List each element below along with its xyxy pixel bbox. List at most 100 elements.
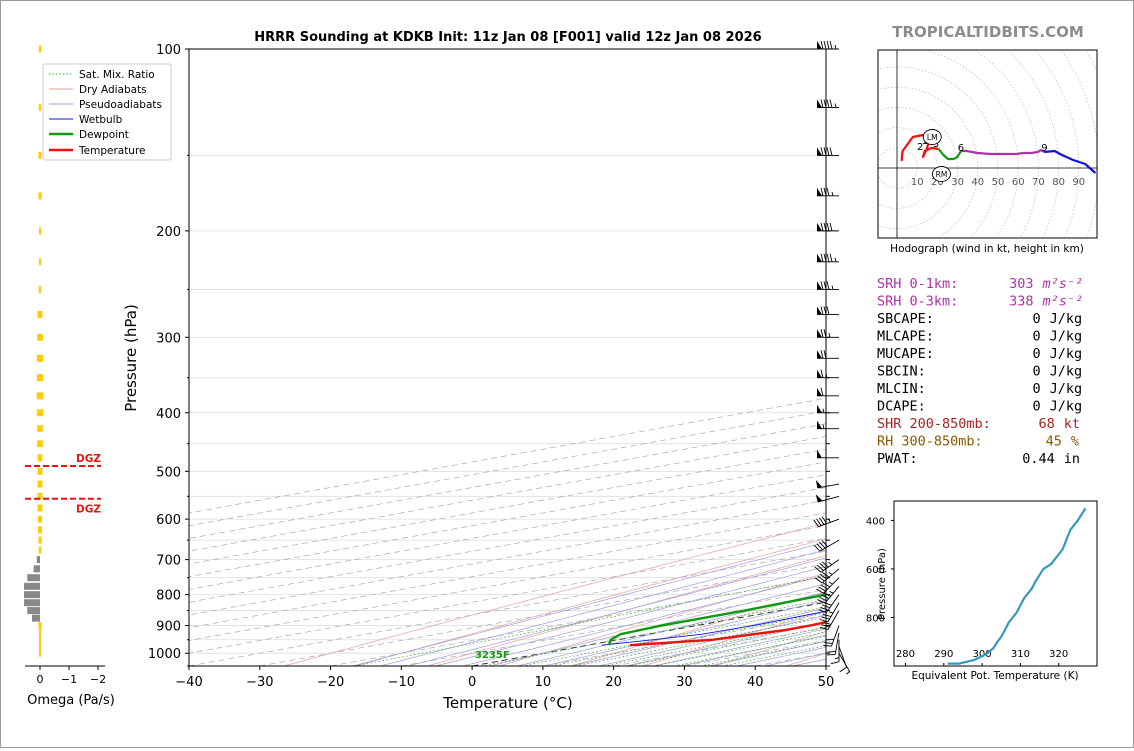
storm-motion-label: LM xyxy=(927,133,938,142)
isotherm-line xyxy=(331,49,1133,666)
dry-adiabat-line xyxy=(356,49,1133,666)
y-tick-label: 500 xyxy=(156,465,181,480)
index-row: RH 300-850mb:45% xyxy=(877,434,1079,450)
omega-bar xyxy=(39,636,41,643)
x-tick-label: −30 xyxy=(246,675,273,690)
pseudoadiabat-line xyxy=(463,203,1133,666)
omega-bar xyxy=(37,355,43,362)
index-unit: m²s⁻² xyxy=(1042,276,1084,292)
omega-tick-label: 0 xyxy=(37,673,44,686)
omega-bar xyxy=(37,409,43,416)
x-tick-label: 40 xyxy=(747,675,764,690)
wind-barb xyxy=(817,388,839,396)
x-tick-label: 50 xyxy=(818,675,835,690)
pseudoadiabat-line xyxy=(380,203,1133,666)
index-value: 0 xyxy=(1032,329,1040,345)
omega-bar xyxy=(39,258,41,265)
index-value: 45 xyxy=(1046,434,1062,450)
wind-barb xyxy=(817,329,839,337)
index-value: 0 xyxy=(1032,381,1040,397)
theta-e-frame xyxy=(894,501,1097,666)
hodograph-ring-label: 30 xyxy=(951,177,964,188)
storm-motion-label: RM xyxy=(936,170,948,179)
omega-bar xyxy=(38,468,43,475)
omega-tick-label: −1 xyxy=(61,673,77,686)
wind-barb xyxy=(817,405,839,413)
skewt-plot-frame xyxy=(189,49,826,666)
hodograph-trace xyxy=(1044,151,1095,173)
omega-bar xyxy=(39,46,41,53)
omega-bar xyxy=(37,374,43,381)
surface-parcel-label: 3235F xyxy=(475,650,510,661)
theta-e-y-axis-label: Pressure (hPa) xyxy=(877,548,888,620)
index-value: 338 xyxy=(1009,294,1033,310)
omega-bar xyxy=(38,481,43,488)
y-tick-label: 900 xyxy=(156,620,181,635)
wind-barb xyxy=(815,560,839,573)
wind-barb xyxy=(817,100,839,108)
y-tick-label: 1000 xyxy=(148,647,181,662)
dgz-label: DGZ xyxy=(76,453,101,465)
wind-barb xyxy=(817,41,839,49)
index-unit: J/kg xyxy=(1050,381,1083,397)
omega-tick-label: −2 xyxy=(90,673,106,686)
theta-x-tick-label: 290 xyxy=(934,649,953,660)
theta-e-line xyxy=(948,508,1086,663)
hodograph-height-label: 2 xyxy=(917,142,923,153)
index-value: 0 xyxy=(1032,311,1040,327)
hodograph-frame xyxy=(878,50,1097,238)
omega-bar xyxy=(24,583,40,590)
theta-y-tick-label: 400 xyxy=(866,516,885,527)
hodograph-height-label: 9 xyxy=(1041,143,1047,154)
x-tick-label: 30 xyxy=(676,675,693,690)
wind-barb xyxy=(817,306,839,314)
watermark: TROPICALTIDBITS.COM xyxy=(892,23,1084,41)
index-label: SRH 0-3km: xyxy=(877,294,958,310)
dry-adiabat-line xyxy=(428,49,1134,666)
index-label: RH 300-850mb: xyxy=(877,434,983,450)
omega-bar xyxy=(27,607,40,614)
wind-barb xyxy=(817,147,839,155)
wind-barb xyxy=(827,633,839,655)
index-unit: J/kg xyxy=(1050,346,1083,362)
legend: Sat. Mix. Ratio Dry Adiabats Pseudoadiab… xyxy=(43,64,171,160)
y-tick-label: 600 xyxy=(156,513,181,528)
index-unit: in xyxy=(1064,451,1080,467)
mixing-ratio-line xyxy=(674,519,1133,666)
theta-x-tick-label: 320 xyxy=(1049,649,1068,660)
omega-bar xyxy=(39,547,41,554)
y-tick-label: 400 xyxy=(156,407,181,422)
x-tick-label: −40 xyxy=(175,675,202,690)
theta-x-tick-label: 280 xyxy=(896,649,915,660)
omega-bar xyxy=(27,574,40,581)
legend-pseudoadiabats: Pseudoadiabats xyxy=(79,99,162,111)
omega-bar xyxy=(38,516,42,523)
index-unit: J/kg xyxy=(1050,329,1083,345)
index-label: DCAPE: xyxy=(877,399,926,415)
index-value: 303 xyxy=(1009,276,1033,292)
wind-barb xyxy=(817,281,839,289)
index-value: 68 xyxy=(1039,416,1055,432)
hodograph-ring-label: 70 xyxy=(1032,177,1045,188)
y-tick-label: 700 xyxy=(156,554,181,569)
omega-bar xyxy=(39,286,41,293)
y-tick-label: 800 xyxy=(156,589,181,604)
omega-bar xyxy=(37,334,43,341)
omega-bar xyxy=(38,622,41,629)
hodograph-trace xyxy=(961,150,1044,154)
chart-title: HRRR Sounding at KDKB Init: 11z Jan 08 [… xyxy=(254,30,761,45)
index-value: 0 xyxy=(1032,364,1040,380)
wind-barb xyxy=(816,494,839,502)
index-unit: J/kg xyxy=(1050,311,1083,327)
hodograph-ring-label: 40 xyxy=(971,177,984,188)
legend-wetbulb: Wetbulb xyxy=(79,114,123,126)
hodograph-ring-label: 60 xyxy=(1012,177,1025,188)
wind-barb xyxy=(817,188,839,196)
wind-barb xyxy=(817,370,839,378)
